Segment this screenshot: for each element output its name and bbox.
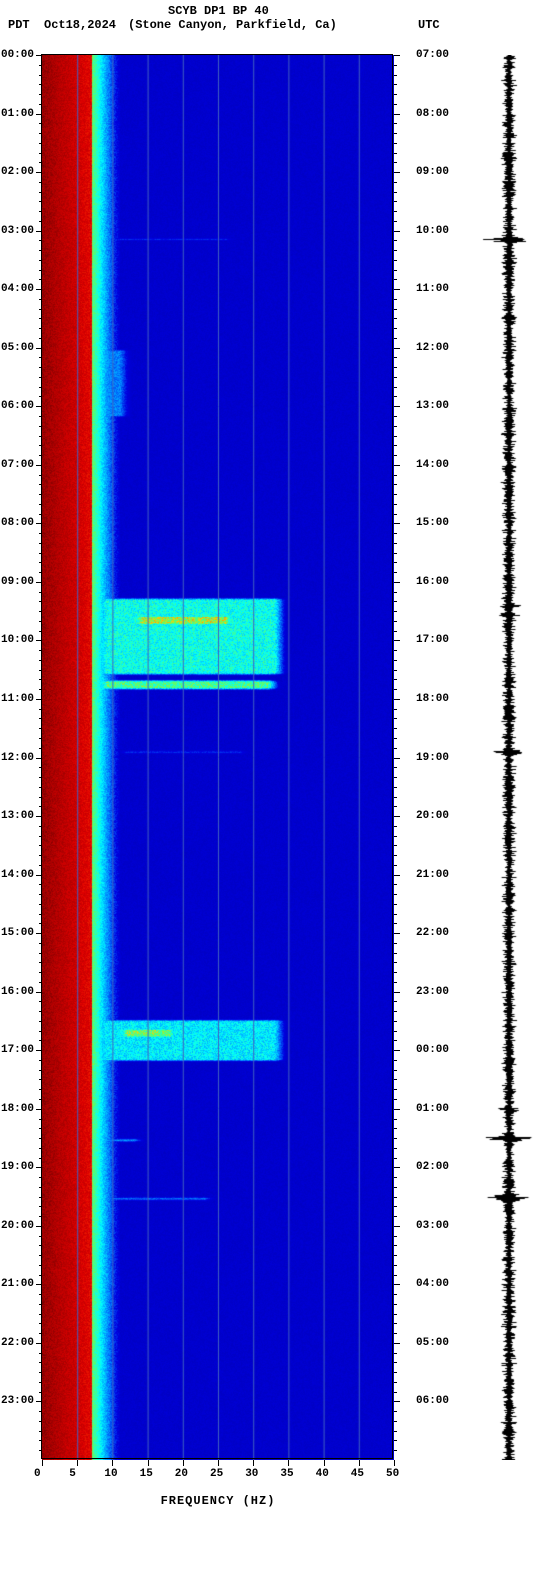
y-left-tick-label: 04:00 <box>1 283 34 295</box>
date-label: Oct18,2024 <box>44 18 116 32</box>
y-axis-left: 00:0001:0002:0003:0004:0005:0006:0007:00… <box>0 55 42 1460</box>
y-left-tick-label: 15:00 <box>1 927 34 939</box>
plot-border <box>41 54 393 1459</box>
spectrogram <box>42 55 394 1460</box>
y-axis-right: 07:0008:0009:0010:0011:0012:0013:0014:00… <box>394 55 452 1460</box>
y-left-tick-label: 22:00 <box>1 1337 34 1349</box>
y-left-tick-label: 09:00 <box>1 576 34 588</box>
y-right-tick-label: 23:00 <box>416 986 449 998</box>
y-left-tick-label: 10:00 <box>1 634 34 646</box>
y-left-tick-label: 18:00 <box>1 1103 34 1115</box>
station-label: (Stone Canyon, Parkfield, Ca) <box>128 18 337 32</box>
y-left-tick-label: 21:00 <box>1 1278 34 1290</box>
y-left-tick-label: 20:00 <box>1 1220 34 1232</box>
y-right-tick-label: 11:00 <box>416 283 449 295</box>
y-right-tick-label: 20:00 <box>416 810 449 822</box>
x-tick-label: 20 <box>175 1468 188 1480</box>
y-right-tick-label: 19:00 <box>416 752 449 764</box>
y-left-tick-label: 05:00 <box>1 342 34 354</box>
y-left-tick-label: 23:00 <box>1 1395 34 1407</box>
y-left-tick-label: 16:00 <box>1 986 34 998</box>
y-left-tick-label: 01:00 <box>1 108 34 120</box>
x-tick-label: 25 <box>210 1468 223 1480</box>
y-left-tick-label: 17:00 <box>1 1044 34 1056</box>
y-left-tick-label: 19:00 <box>1 1161 34 1173</box>
y-right-tick-label: 16:00 <box>416 576 449 588</box>
x-tick-label: 0 <box>34 1468 41 1480</box>
y-left-tick-label: 11:00 <box>1 693 34 705</box>
timezone-left: PDT <box>8 18 30 32</box>
y-left-tick-label: 14:00 <box>1 869 34 881</box>
y-right-tick-label: 21:00 <box>416 869 449 881</box>
y-right-tick-label: 15:00 <box>416 517 449 529</box>
x-tick-label: 40 <box>316 1468 329 1480</box>
y-right-tick-label: 00:00 <box>416 1044 449 1056</box>
x-tick-label: 45 <box>351 1468 364 1480</box>
y-left-tick-label: 13:00 <box>1 810 34 822</box>
y-left-tick-label: 03:00 <box>1 225 34 237</box>
y-right-tick-label: 01:00 <box>416 1103 449 1115</box>
y-left-tick-label: 00:00 <box>1 49 34 61</box>
y-right-tick-label: 03:00 <box>416 1220 449 1232</box>
y-right-tick-label: 08:00 <box>416 108 449 120</box>
x-tick-label: 10 <box>104 1468 117 1480</box>
y-left-tick-label: 02:00 <box>1 166 34 178</box>
y-left-tick-label: 06:00 <box>1 400 34 412</box>
x-tick-label: 30 <box>245 1468 258 1480</box>
y-right-tick-label: 06:00 <box>416 1395 449 1407</box>
y-left-tick-label: 12:00 <box>1 752 34 764</box>
x-tick-label: 50 <box>386 1468 399 1480</box>
y-left-tick-label: 08:00 <box>1 517 34 529</box>
x-tick-label: 15 <box>140 1468 153 1480</box>
y-right-tick-label: 18:00 <box>416 693 449 705</box>
y-right-tick-label: 09:00 <box>416 166 449 178</box>
y-right-tick-label: 05:00 <box>416 1337 449 1349</box>
x-tick-label: 5 <box>69 1468 76 1480</box>
y-right-tick-label: 14:00 <box>416 459 449 471</box>
x-axis-label: FREQUENCY (HZ) <box>42 1494 394 1508</box>
waveform-trace <box>478 55 540 1460</box>
y-right-tick-label: 04:00 <box>416 1278 449 1290</box>
y-right-tick-label: 17:00 <box>416 634 449 646</box>
y-right-tick-label: 12:00 <box>416 342 449 354</box>
y-right-tick-label: 10:00 <box>416 225 449 237</box>
y-right-tick-label: 07:00 <box>416 49 449 61</box>
y-right-tick-label: 13:00 <box>416 400 449 412</box>
y-left-tick-label: 07:00 <box>1 459 34 471</box>
y-right-tick-label: 22:00 <box>416 927 449 939</box>
x-tick-label: 35 <box>280 1468 293 1480</box>
timezone-right: UTC <box>418 18 440 32</box>
y-right-tick-label: 02:00 <box>416 1161 449 1173</box>
chart-title: SCYB DP1 BP 40 <box>168 4 269 18</box>
